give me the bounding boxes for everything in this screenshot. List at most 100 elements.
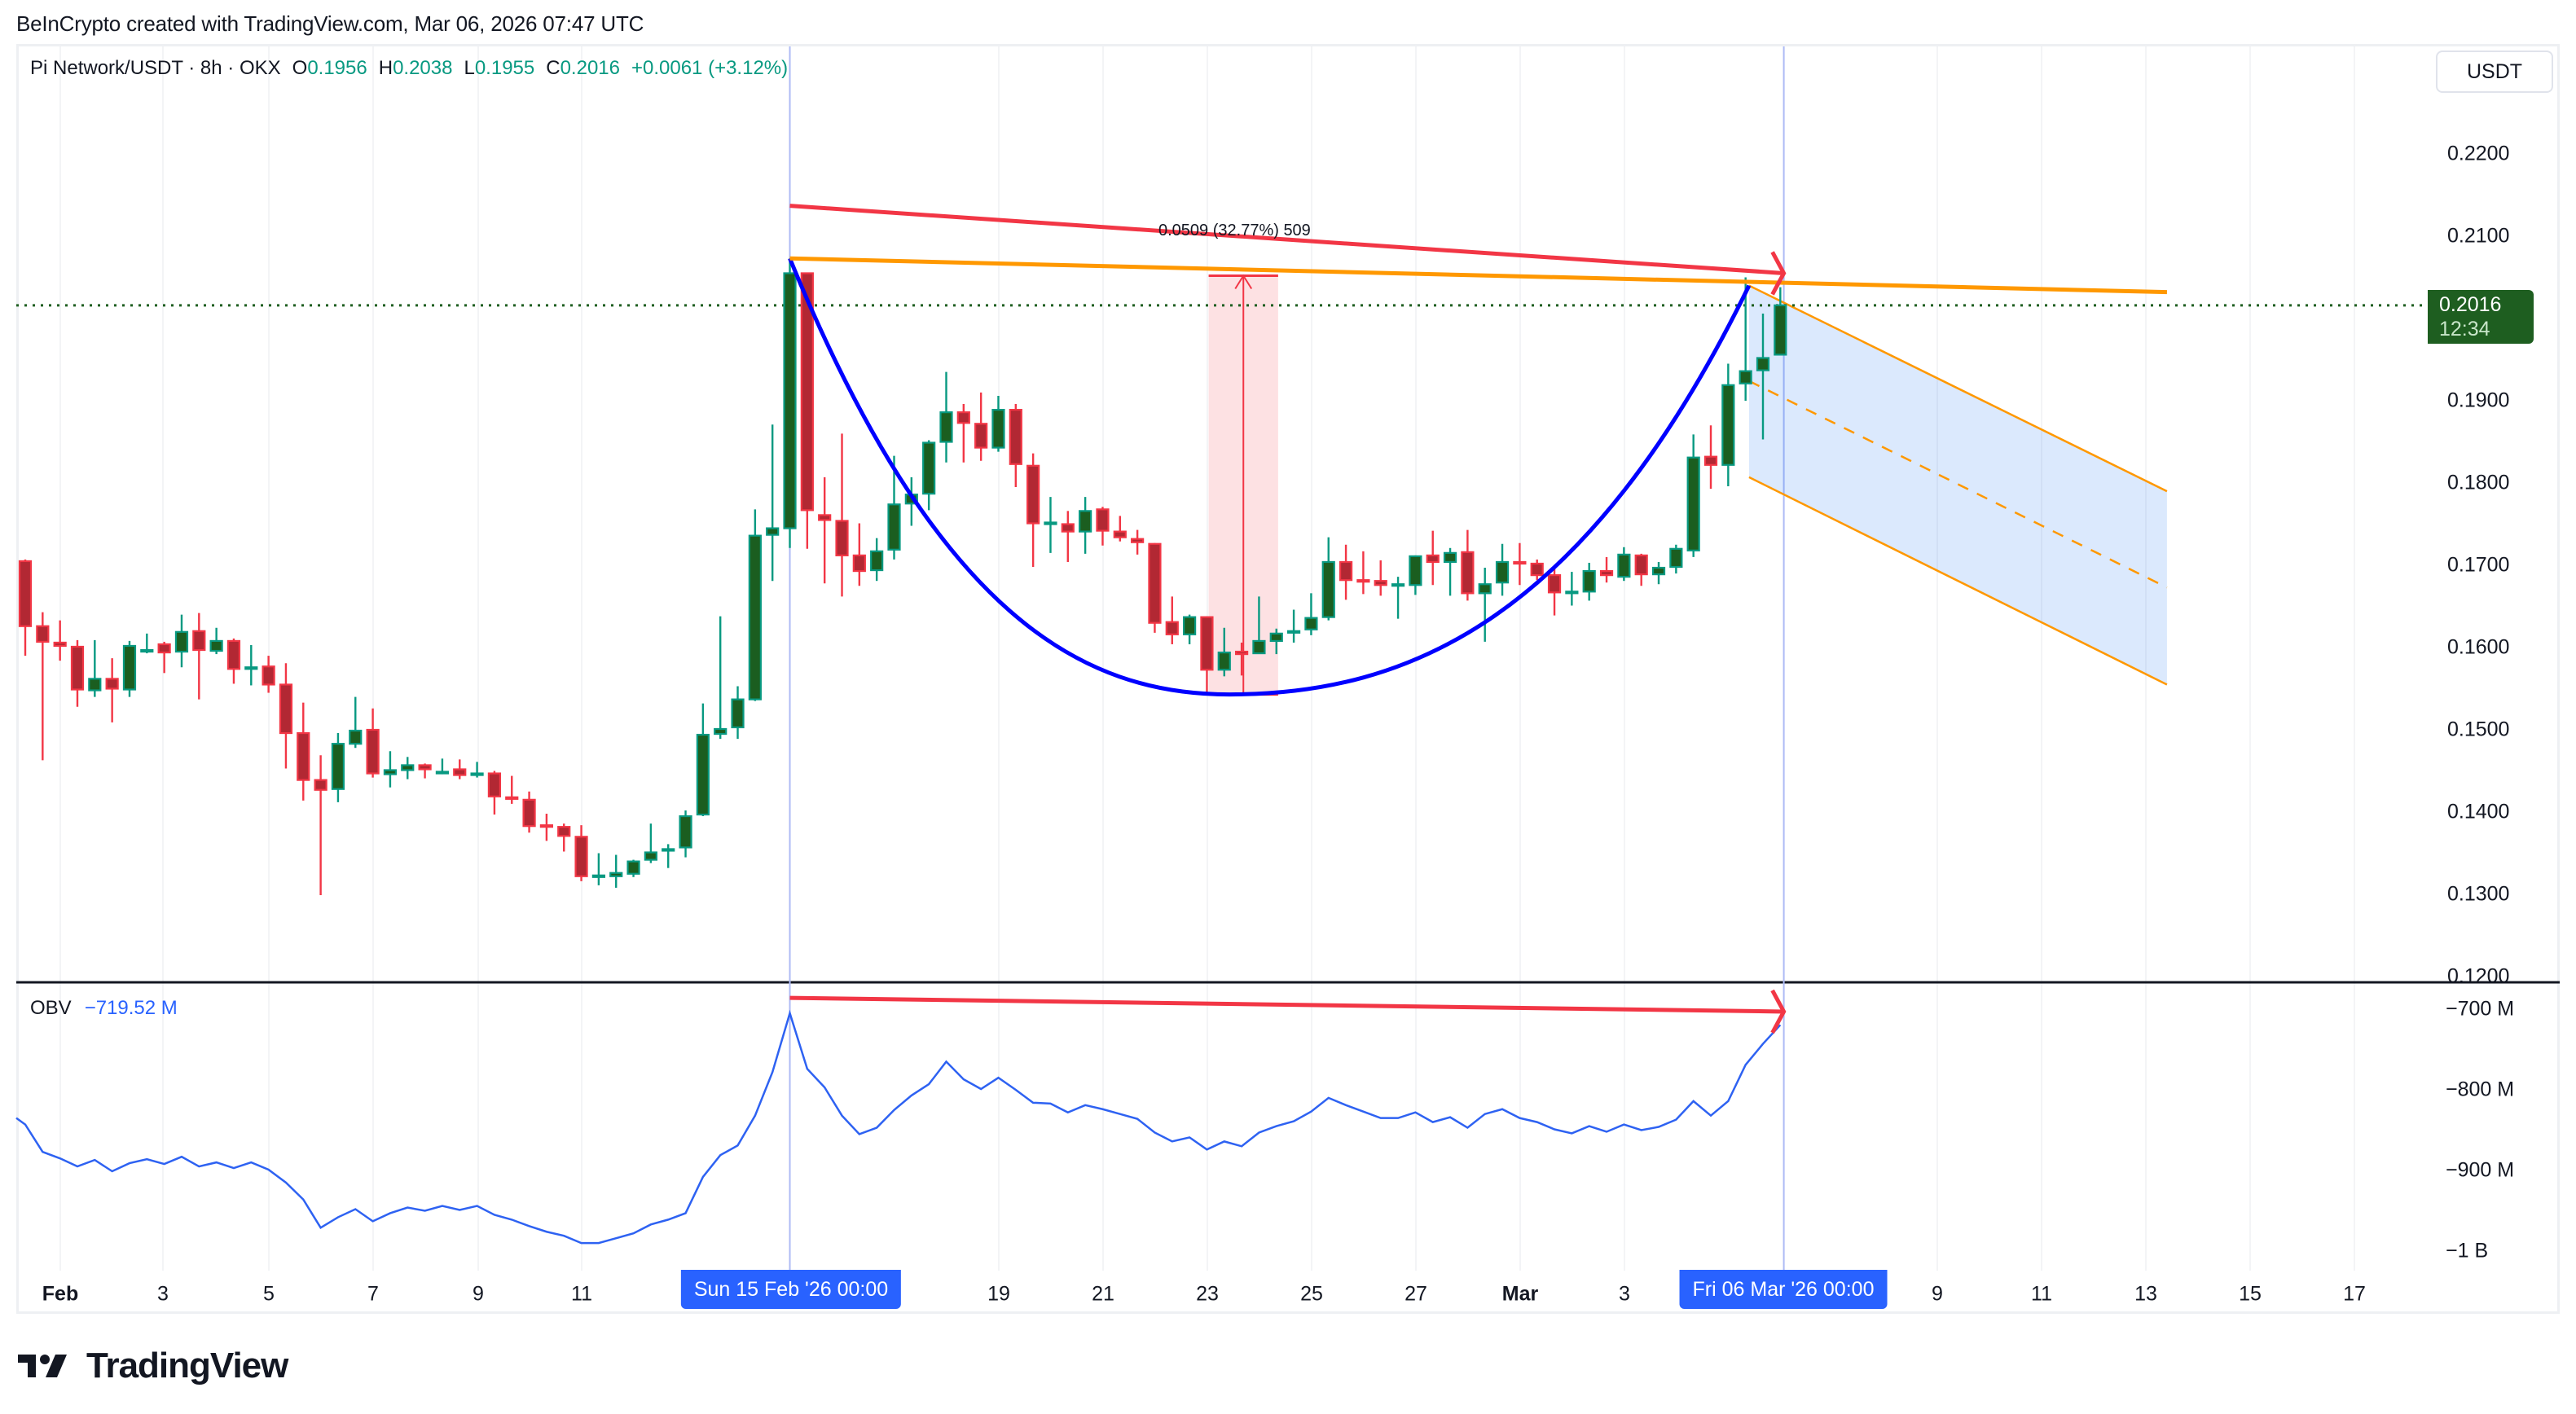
low-value: 0.1955 <box>474 57 535 79</box>
candle <box>626 859 640 877</box>
time-axis-label: 7 <box>367 1282 379 1306</box>
candle <box>974 392 988 461</box>
time-axis-label: 11 <box>2031 1282 2052 1306</box>
close-label: C <box>546 57 560 79</box>
candle <box>557 823 571 852</box>
candle <box>800 272 814 549</box>
candle <box>1165 596 1179 644</box>
candle <box>1339 544 1353 600</box>
resistance-line[interactable] <box>789 256 2167 295</box>
obv-axis-label: −900 M <box>2446 1158 2515 1182</box>
candle <box>1026 453 1040 568</box>
obv-axis-label: −1 B <box>2446 1239 2489 1262</box>
candle <box>870 538 884 582</box>
candle <box>1286 609 1301 643</box>
candle <box>297 702 310 801</box>
time-axis-label: 5 <box>263 1282 275 1306</box>
time-axis-label: 21 <box>1092 1282 1114 1306</box>
projection-channel[interactable] <box>1748 284 2168 686</box>
candle <box>1096 507 1110 546</box>
candle <box>1721 363 1735 487</box>
candle <box>36 612 50 761</box>
candle <box>887 455 901 560</box>
obv-label[interactable]: OBV <box>30 997 72 1019</box>
candle <box>818 476 832 584</box>
time-axis-label: 27 <box>1404 1282 1427 1306</box>
candle <box>1356 551 1370 595</box>
candle <box>209 627 223 655</box>
candle <box>1565 572 1579 606</box>
candle <box>1739 277 1752 401</box>
symbol-title[interactable]: Pi Network/USDT · 8h · OKX <box>30 57 281 79</box>
price-axis-label: 0.1300 <box>2447 882 2510 906</box>
candle <box>956 404 970 463</box>
candle <box>1599 556 1614 583</box>
time-axis-label: 11 <box>571 1282 592 1306</box>
candle <box>122 640 137 697</box>
candle <box>331 733 345 802</box>
candle <box>609 854 623 888</box>
candle <box>53 620 67 661</box>
obv-axis-label: −800 M <box>2446 1078 2515 1101</box>
candle <box>244 644 258 686</box>
chart-frame <box>16 44 2560 1314</box>
candle <box>991 395 1005 452</box>
candle <box>1321 537 1335 621</box>
candle <box>1200 616 1214 692</box>
candle <box>366 708 380 778</box>
candle <box>1774 287 1787 356</box>
candle <box>383 751 398 788</box>
candle <box>226 638 241 684</box>
candle <box>714 616 728 740</box>
price-axis-label: 0.2200 <box>2447 142 2510 165</box>
candle <box>591 853 605 885</box>
candle <box>1269 628 1283 655</box>
open-value: 0.1956 <box>307 57 367 79</box>
candle <box>1651 561 1666 585</box>
tradingview-logo-icon <box>18 1355 67 1377</box>
obv-trend-arrow[interactable] <box>789 989 1787 1034</box>
candle <box>539 814 554 841</box>
candle <box>522 791 536 833</box>
candle <box>1234 642 1249 676</box>
low-label: L <box>464 57 475 79</box>
candle <box>1148 542 1162 633</box>
candle <box>835 433 849 597</box>
chart-credit: BeInCrypto created with TradingView.com,… <box>16 11 644 36</box>
candle <box>1530 559 1544 581</box>
candle <box>140 633 154 654</box>
candle <box>1391 577 1405 619</box>
time-axis-label: 25 <box>1300 1282 1323 1306</box>
price-axis-label: 0.1700 <box>2447 553 2510 577</box>
candle <box>1044 497 1057 553</box>
candle <box>435 758 450 775</box>
high-label: H <box>378 57 393 79</box>
candle <box>279 663 293 769</box>
candle <box>1582 562 1596 601</box>
high-value: 0.2038 <box>393 57 453 79</box>
price-axis-label: 0.1600 <box>2447 635 2510 659</box>
candle <box>696 703 710 817</box>
time-axis-label: 9 <box>1932 1282 1943 1306</box>
open-label: O <box>292 57 308 79</box>
candle <box>1304 593 1318 635</box>
candle <box>1513 542 1527 586</box>
currency-button[interactable]: USDT <box>2436 50 2553 93</box>
candle <box>679 810 692 858</box>
cup-curve[interactable] <box>788 257 1752 697</box>
crosshair-time-badge-left: Sun 15 Feb '26 00:00 <box>680 1270 902 1309</box>
price-trend-arrow[interactable] <box>789 204 1787 296</box>
candle <box>314 755 327 896</box>
measure-box[interactable] <box>1208 274 1278 696</box>
candle <box>262 656 275 693</box>
candle <box>766 424 780 582</box>
obv-axis-label: −700 M <box>2446 997 2515 1021</box>
price-axis-label: 0.2100 <box>2447 224 2510 248</box>
candle <box>1426 530 1440 586</box>
candle <box>192 613 206 700</box>
candle <box>174 614 189 668</box>
obv-legend: OBV −719.52 M <box>30 997 178 1020</box>
candle <box>1478 568 1492 642</box>
tradingview-logo[interactable]: TradingView <box>18 1346 288 1386</box>
